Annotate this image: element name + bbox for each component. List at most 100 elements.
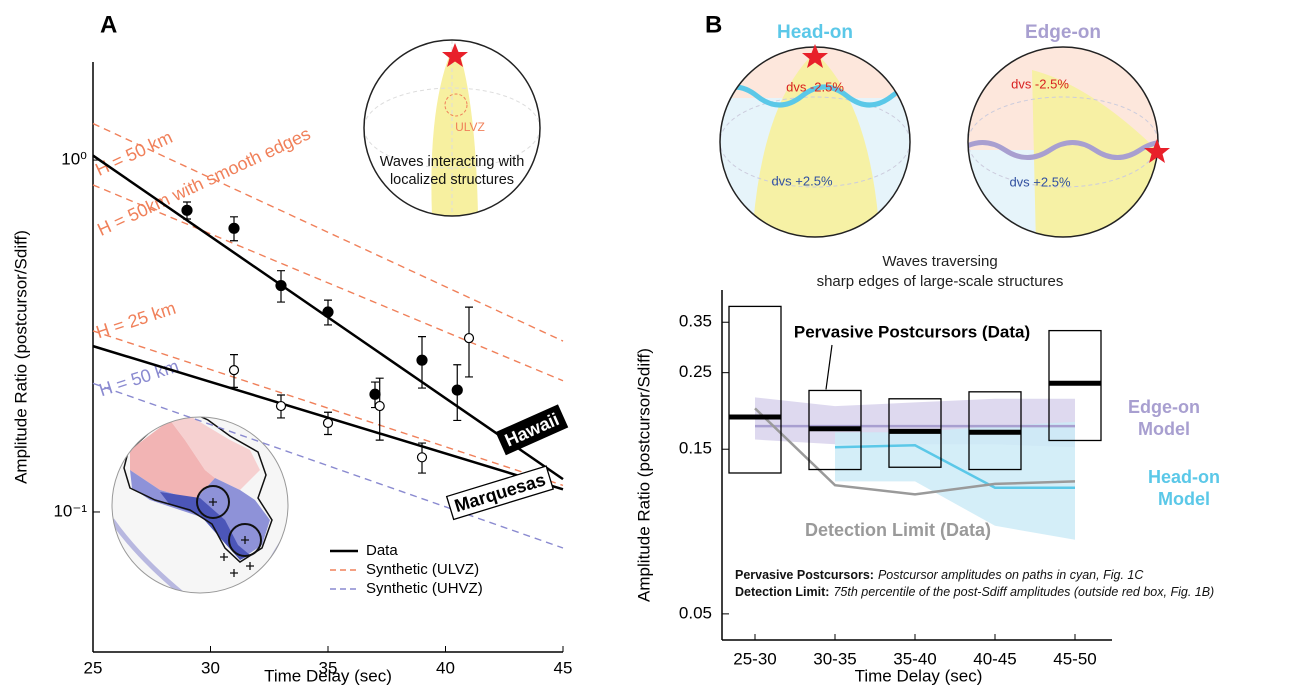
y-axis-label: Amplitude Ratio (postcursor/Sdiff) xyxy=(11,230,30,484)
note-text: 75th percentile of the post-Sdiff amplit… xyxy=(833,585,1214,599)
label-pointer xyxy=(825,344,833,390)
diagram-upper-label: dvs -2.5% xyxy=(786,79,844,94)
map-region xyxy=(130,420,215,500)
station-markers xyxy=(209,498,254,577)
y-tick-label: 0.25 xyxy=(679,362,712,381)
note-term: Pervasive Postcursors: xyxy=(735,568,874,582)
source-star xyxy=(1144,139,1170,163)
series-label: Head-on Model xyxy=(1148,467,1220,509)
target-circle xyxy=(196,485,230,519)
legend-label: Synthetic (ULVZ) xyxy=(366,561,479,578)
series-tag-box xyxy=(495,404,569,456)
ulvz-marker xyxy=(444,93,468,117)
model-label: H = 25 km xyxy=(94,298,179,343)
model-line xyxy=(92,122,564,342)
data-point xyxy=(322,417,334,429)
wave-path xyxy=(1032,70,1158,237)
diagram-upper-label: dvs -2.5% xyxy=(1011,76,1069,91)
y-tick-label: 0.05 xyxy=(679,603,712,622)
note-term: Detection Limit: xyxy=(735,585,829,599)
x-tick-label: 30-35 xyxy=(813,649,856,668)
model-label: H = 50 km xyxy=(92,127,175,180)
y-axis-label: Amplitude Ratio (postcursor/Sdiff) xyxy=(634,348,653,602)
note-text: Postcursor amplitudes on paths in cyan, … xyxy=(878,568,1144,582)
y-tick-label: 0.15 xyxy=(679,439,712,458)
data-point xyxy=(374,400,385,412)
data-point xyxy=(369,388,381,400)
box-label: Pervasive Postcursors (Data) xyxy=(794,322,1030,341)
graticule xyxy=(364,87,540,169)
series-label: Detection Limit (Data) xyxy=(804,520,991,540)
series-tag: Marquesas xyxy=(445,465,554,521)
ulvz-label: ULVZ xyxy=(455,120,485,134)
data-point xyxy=(416,354,428,366)
y-tick-label: 10⁻¹ xyxy=(53,501,87,520)
series-line xyxy=(754,407,1076,496)
region-outline xyxy=(123,417,273,563)
legend-label: Synthetic (UHVZ) xyxy=(366,580,483,597)
x-tick-label: 40 xyxy=(436,658,455,677)
x-tick-label: 45-50 xyxy=(1053,649,1096,668)
y-tick-label: 10⁰ xyxy=(61,150,87,169)
head-on-diagram xyxy=(719,44,911,238)
x-tick-label: 35 xyxy=(319,658,338,677)
data-point xyxy=(275,279,287,292)
model-label: H = 50 km xyxy=(97,356,182,401)
diagram-lower-label: dvs +2.5% xyxy=(1009,174,1071,189)
data-point xyxy=(416,452,428,463)
diagram-caption: Waves traversing xyxy=(882,253,997,270)
data-point xyxy=(228,222,240,234)
x-tick-label: 40-45 xyxy=(973,649,1016,668)
series-name: Marquesas xyxy=(452,469,548,516)
x-tick-label: 35-40 xyxy=(893,649,936,668)
series-name: Hawaii xyxy=(502,409,562,450)
data-point xyxy=(451,384,463,396)
source-star xyxy=(802,44,828,68)
edge-on-diagram xyxy=(967,46,1170,238)
model-label: H = 50km with smooth edges xyxy=(94,123,313,239)
diagram-lower-label: dvs +2.5% xyxy=(771,173,833,188)
model-band xyxy=(835,421,1075,540)
data-point xyxy=(463,332,475,344)
legend-label: Data xyxy=(366,542,398,559)
note: Detection Limit: 75th percentile of the p… xyxy=(735,585,1214,599)
source-star xyxy=(442,43,468,67)
x-tick-label: 25-30 xyxy=(733,649,776,668)
inset-caption: Waves interacting with localized structu… xyxy=(379,154,525,188)
series-tag: Hawaii xyxy=(495,404,569,456)
x-tick-label: 25 xyxy=(84,658,103,677)
wave-path xyxy=(431,54,478,216)
data-point xyxy=(181,204,193,216)
diagram-title: Edge-on xyxy=(1025,22,1101,43)
map-outline xyxy=(111,416,289,594)
data-point xyxy=(228,365,240,376)
data-point xyxy=(275,400,287,412)
box xyxy=(728,305,782,474)
series-label: Edge-on Model xyxy=(1128,397,1200,439)
x-tick-label: 45 xyxy=(554,658,573,677)
diagram-title: Head-on xyxy=(777,22,853,43)
y-tick-label: 0.35 xyxy=(679,312,712,331)
x-axis-label: Time Delay (sec) xyxy=(855,666,983,685)
series-tag-box xyxy=(445,465,554,521)
map-inset xyxy=(111,416,289,594)
edge-line xyxy=(968,140,1158,160)
series-line xyxy=(834,444,1075,489)
target-circle xyxy=(228,523,262,557)
graticule xyxy=(968,96,1158,188)
map-region xyxy=(160,492,250,560)
inset-diagram: ULVZ xyxy=(363,39,541,217)
model-line xyxy=(92,330,564,487)
x-tick-label: 30 xyxy=(201,658,220,677)
diagram-caption: sharp edges of large-scale structures xyxy=(817,273,1064,290)
x-axis-label: Time Delay (sec) xyxy=(264,666,392,685)
data-point xyxy=(322,306,334,318)
model-line xyxy=(92,382,564,549)
map-region xyxy=(170,417,260,490)
panel-label: A xyxy=(100,11,117,38)
model-line xyxy=(92,184,564,382)
panel-label: B xyxy=(705,11,722,38)
inset-outline xyxy=(363,39,541,217)
